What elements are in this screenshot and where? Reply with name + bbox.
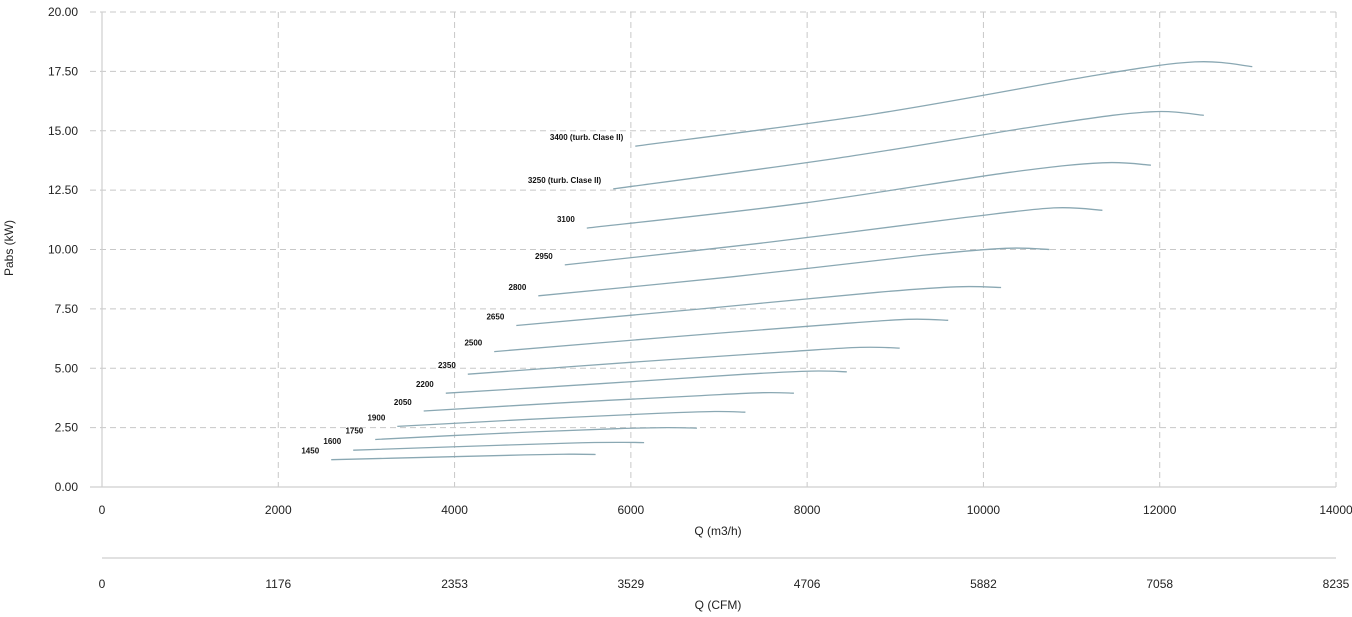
y-tick-label: 12.50 [48,183,78,197]
curve-label: 2200 [416,380,434,389]
x-tick-label: 2000 [265,503,292,517]
curve-line [564,207,1103,266]
x2-tick-label: 4706 [794,577,821,591]
x-tick-label: 4000 [441,503,468,517]
curve-label: 1900 [367,413,385,422]
x-tick-label: 8000 [794,503,821,517]
curve-line [331,453,596,461]
curve-label: 1750 [345,427,363,436]
curve-label: 2650 [486,313,504,322]
x-tick-label: 0 [99,503,106,517]
x2-tick-label: 5882 [970,577,997,591]
y-tick-label: 10.00 [48,243,78,257]
x-tick-label: 6000 [618,503,645,517]
curve-label: 2350 [438,361,456,370]
y-tick-label: 5.00 [55,361,79,375]
curves [331,61,1253,461]
curve-line [494,318,949,353]
y-tick-label: 20.00 [48,5,78,19]
y-tick-label: 7.50 [55,302,79,316]
x2-tick-label: 3529 [618,577,645,591]
curve-line [445,370,847,394]
curve-label: 1600 [323,437,341,446]
x2-tick-label: 2353 [441,577,468,591]
curve-label: 3250 (turb. Clase II) [528,176,602,185]
curve-label: 3100 [557,215,575,224]
x2-axis-title: Q (CFM) [695,598,742,612]
curve-label: 2800 [509,283,527,292]
curve-line [635,61,1253,147]
x2-tick-label: 7058 [1146,577,1173,591]
curve-line [586,161,1151,229]
curve-line [613,110,1204,190]
y-axis-title: Pabs (kW) [2,220,16,276]
curve-line [467,346,900,375]
curve-line [353,441,645,451]
curve-label: 2050 [394,398,412,407]
curve-line [375,426,698,441]
y-tick-label: 0.00 [55,480,79,494]
x-tick-label: 10000 [967,503,1001,517]
y-tick-label: 17.50 [48,64,78,78]
y-tick-label: 15.00 [48,124,78,138]
x2-tick-label: 8235 [1323,577,1350,591]
curve-label: 2500 [464,339,482,348]
curve-label: 1450 [301,447,319,456]
axes: 0.00 2.50 5.00 7.50 10.00 12.50 15.00 17.50 20.0… [48,5,1352,591]
curve-label: 3400 (turb. Clase II) [550,133,624,142]
curve-line [538,247,1050,297]
curve-labels: 1450 1600 1750 1900 2050 2200 2350 2500 2650 2800… [301,133,623,456]
grid [90,11,1337,487]
curve-line [516,285,1002,327]
curve-label: 2950 [535,252,553,261]
x-tick-label: 14000 [1319,503,1352,517]
x2-tick-label: 0 [99,577,106,591]
y-tick-label: 2.50 [55,421,79,435]
x-axis-title: Q (m3/h) [694,524,741,538]
curve-line [423,391,794,412]
x-tick-label: 12000 [1143,503,1177,517]
curve-line [397,410,746,428]
x2-tick-label: 1176 [265,577,291,591]
